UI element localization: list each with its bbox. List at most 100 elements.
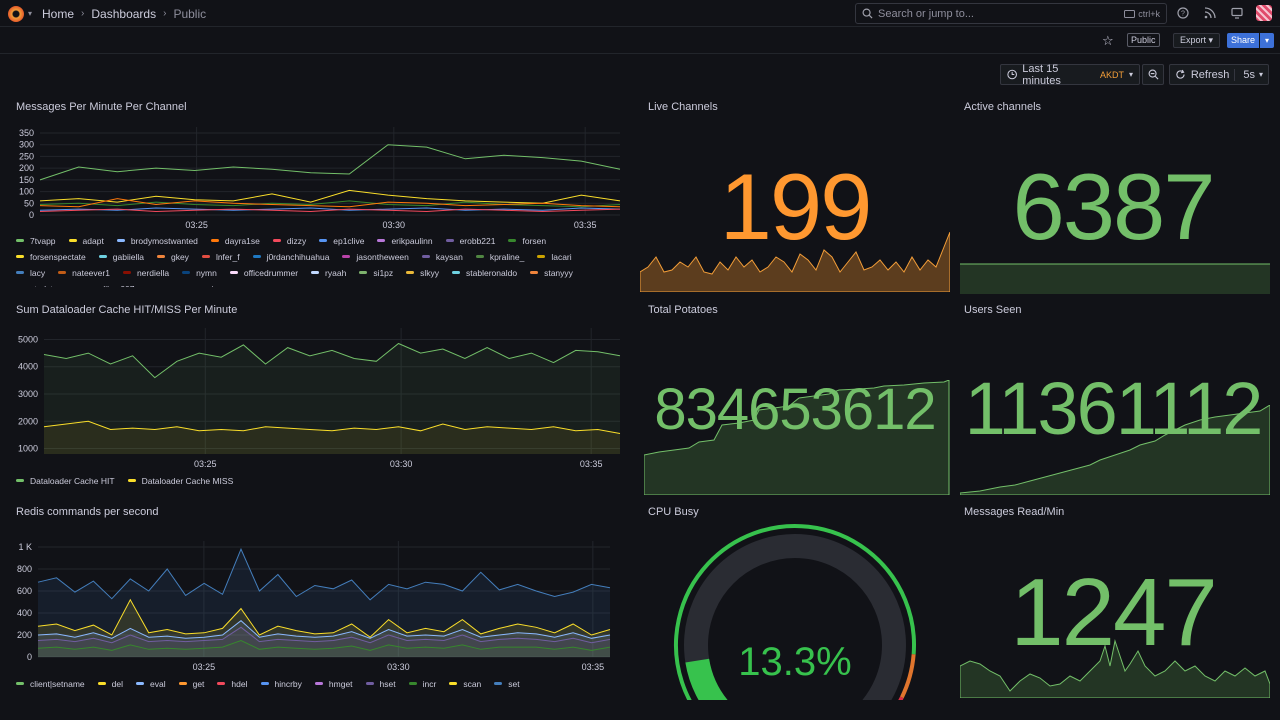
legend-item[interactable]: jasontheween bbox=[342, 249, 409, 264]
share-menu-chevron-icon[interactable]: ▾ bbox=[1260, 33, 1274, 48]
rss-news-icon[interactable] bbox=[1202, 5, 1218, 21]
series-area bbox=[38, 599, 610, 657]
legend-item[interactable]: stableronaldo bbox=[452, 265, 517, 280]
legend-swatch bbox=[178, 682, 187, 685]
legend-label: hincrby bbox=[274, 678, 302, 689]
export-button[interactable]: Export ▾ bbox=[1173, 33, 1221, 48]
series-line[interactable] bbox=[37, 626, 611, 644]
series-line[interactable] bbox=[37, 547, 611, 601]
shortcut-label: ctrl+k bbox=[1138, 8, 1160, 19]
share-button[interactable]: Share bbox=[1227, 33, 1259, 48]
legend-swatch bbox=[229, 271, 238, 274]
legend-item[interactable]: si1pz bbox=[359, 265, 393, 280]
legend-item[interactable]: set bbox=[494, 676, 520, 691]
legend-item[interactable]: officedrummer bbox=[229, 265, 298, 280]
legend-item[interactable]: hset bbox=[365, 676, 396, 691]
legend-item[interactable]: erobb221 bbox=[445, 233, 495, 248]
y-tick-label: 250 bbox=[19, 151, 34, 161]
legend-item[interactable]: forsen bbox=[508, 233, 546, 248]
legend-item[interactable]: dayra1se bbox=[210, 233, 260, 248]
legend-swatch bbox=[201, 255, 210, 258]
legend-item[interactable]: Dataloader Cache MISS bbox=[127, 473, 233, 488]
grafana-logo-icon[interactable] bbox=[8, 5, 24, 22]
gauge-threshold-orange bbox=[900, 654, 916, 699]
series-line[interactable] bbox=[39, 189, 621, 204]
legend-item[interactable]: vadikus007 bbox=[78, 281, 135, 288]
series-line[interactable] bbox=[39, 144, 621, 181]
legend-item[interactable]: hmget bbox=[314, 676, 353, 691]
search-input[interactable]: Search or jump to... ctrl+k bbox=[855, 3, 1167, 24]
legend-item[interactable]: gkey bbox=[156, 249, 189, 264]
legend-item[interactable]: del bbox=[97, 676, 123, 691]
series-line[interactable] bbox=[37, 598, 611, 638]
legend-swatch bbox=[475, 255, 484, 258]
zoom-out-button[interactable] bbox=[1142, 64, 1164, 85]
y-tick-label: 4000 bbox=[18, 362, 38, 372]
chevron-down-icon[interactable]: ▾ bbox=[28, 9, 33, 18]
legend-item[interactable]: client|setname bbox=[16, 676, 85, 691]
legend-item[interactable]: ryaah bbox=[311, 265, 346, 280]
x-tick-label: 03:30 bbox=[387, 662, 410, 672]
user-avatar[interactable] bbox=[1256, 5, 1272, 21]
legend-label: gabiiella bbox=[112, 251, 144, 262]
legend-swatch bbox=[421, 255, 430, 258]
legend-item[interactable]: slkyy bbox=[406, 265, 439, 280]
legend-item[interactable]: hincrby bbox=[260, 676, 302, 691]
legend-swatch bbox=[210, 239, 219, 242]
legend-item[interactable]: get bbox=[178, 676, 204, 691]
legend-label: client|setname bbox=[30, 678, 85, 689]
refresh-button[interactable]: Refresh 5s ▾ bbox=[1169, 64, 1269, 85]
series-line[interactable] bbox=[39, 200, 621, 208]
breadcrumb-home[interactable]: Home bbox=[42, 6, 75, 21]
kiosk-monitor-icon[interactable] bbox=[1229, 5, 1245, 21]
legend-item[interactable]: nerdiella bbox=[122, 265, 169, 280]
legend-label: hset bbox=[379, 678, 396, 689]
legend-item[interactable]: 7tvapp bbox=[16, 233, 56, 248]
legend-item[interactable]: nymn bbox=[182, 265, 217, 280]
legend-item[interactable]: studytme bbox=[16, 281, 65, 288]
legend-item[interactable]: lacari bbox=[537, 249, 572, 264]
series-area bbox=[44, 421, 620, 454]
breadcrumb-dashboards[interactable]: Dashboards bbox=[91, 6, 157, 21]
series-line[interactable] bbox=[39, 207, 621, 211]
legend-item[interactable]: kpraline_ bbox=[475, 249, 524, 264]
series-line[interactable] bbox=[37, 620, 611, 639]
series-line[interactable] bbox=[39, 198, 621, 208]
series-line[interactable] bbox=[39, 208, 621, 213]
legend-item[interactable]: lacy bbox=[16, 265, 45, 280]
legend-item[interactable]: adapt bbox=[68, 233, 104, 248]
legend-item[interactable]: incr bbox=[408, 676, 436, 691]
legend-item[interactable]: stanyyy bbox=[530, 265, 573, 280]
legend-item[interactable]: lnfer_f bbox=[201, 249, 240, 264]
star-icon[interactable]: ☆ bbox=[1102, 33, 1114, 48]
y-tick-label: 2000 bbox=[18, 416, 38, 426]
x-tick-label: 03:30 bbox=[383, 220, 406, 230]
series-line[interactable] bbox=[43, 342, 621, 379]
legend-item[interactable]: scan bbox=[449, 676, 481, 691]
series-line[interactable] bbox=[37, 639, 611, 651]
time-range-picker[interactable]: Last 15 minutes AKDT ▾ bbox=[1000, 63, 1140, 87]
legend-item[interactable]: dizzy bbox=[272, 233, 306, 248]
legend-item[interactable]: forsenspectate bbox=[16, 249, 86, 264]
legend-item[interactable]: kaysan bbox=[421, 249, 463, 264]
help-icon[interactable]: ? bbox=[1175, 5, 1191, 21]
legend-item[interactable]: eval bbox=[136, 676, 166, 691]
legend-label: lacy bbox=[30, 267, 46, 278]
legend-swatch bbox=[122, 271, 131, 274]
legend-item[interactable]: brodymostwanted bbox=[116, 233, 198, 248]
legend-swatch bbox=[365, 682, 374, 685]
refresh-interval-picker[interactable]: 5s ▾ bbox=[1234, 68, 1263, 81]
export-label: Export bbox=[1180, 35, 1207, 45]
series-line[interactable] bbox=[43, 420, 621, 434]
legend-item[interactable]: erikpaulinn bbox=[377, 233, 433, 248]
panel-redis-commands: Redis commands per second 0 200 400 600 800 1… bbox=[8, 500, 632, 700]
legend-item[interactable]: hdel bbox=[217, 676, 248, 691]
legend-item[interactable]: yourragegaming bbox=[148, 281, 223, 288]
legend-label: yourragegaming bbox=[162, 284, 223, 288]
legend-item[interactable]: Dataloader Cache HIT bbox=[16, 473, 115, 488]
legend-item[interactable]: nateever1 bbox=[58, 265, 110, 280]
legend-item[interactable]: j0rdanchihuahua bbox=[252, 249, 329, 264]
clock-icon bbox=[1007, 69, 1017, 80]
legend-item[interactable]: ep1clive bbox=[319, 233, 364, 248]
legend-item[interactable]: gabiiella bbox=[98, 249, 144, 264]
